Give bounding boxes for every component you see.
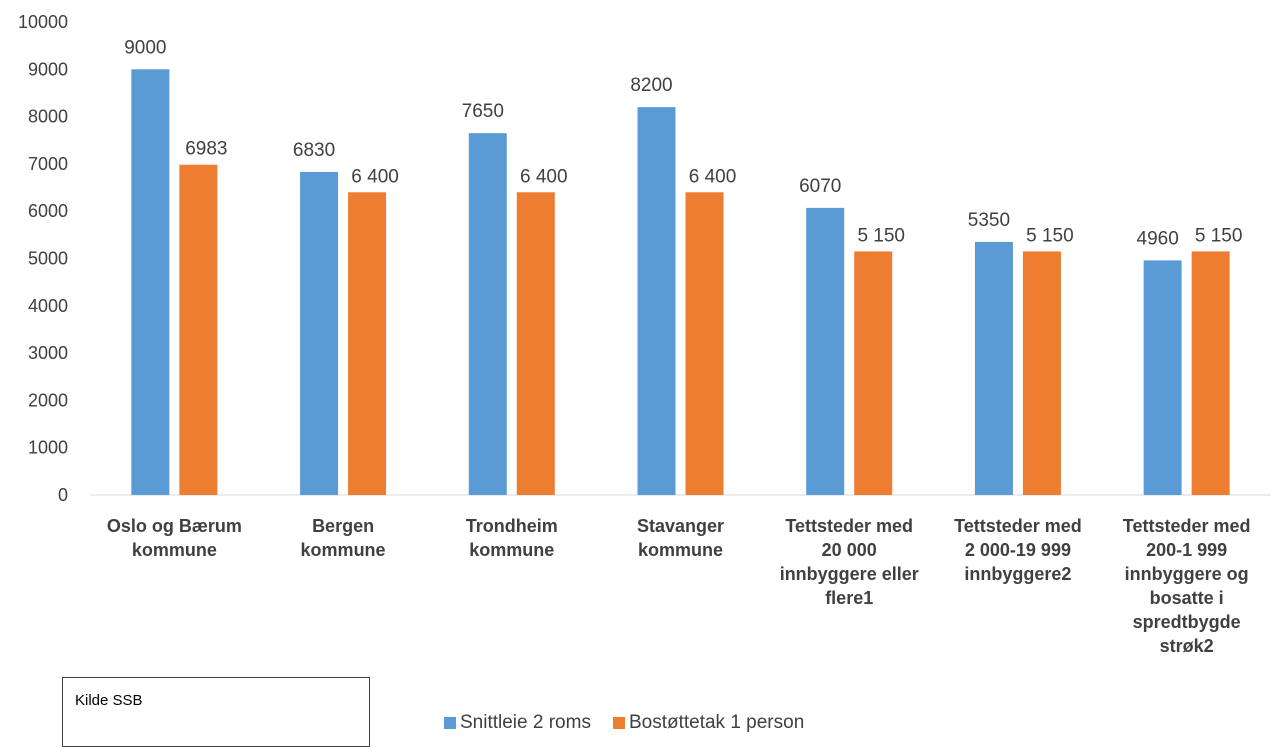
y-tick-label: 0: [58, 485, 68, 505]
y-tick-label: 2000: [28, 390, 68, 410]
data-label-series-1: 5350: [968, 210, 1010, 231]
data-label-series-2: 6 400: [520, 166, 568, 187]
legend-label-series-1: Snittleie 2 roms: [460, 712, 591, 733]
data-labels: 9000 6983 6830 6 400 7650 6 400 8200 6 400 6070 5…: [124, 37, 1242, 249]
data-label-series-1: 6070: [799, 176, 841, 197]
y-tick-label: 8000: [28, 107, 68, 127]
bar-series-2: [854, 251, 893, 495]
legend-swatch-series-1: [444, 717, 456, 729]
bar-series-1: [974, 241, 1013, 495]
legend-item-series-2: Bostøttetak 1 person: [612, 712, 805, 734]
x-tick-label: Bergen kommune: [301, 516, 386, 560]
data-label-series-2: 5 150: [857, 225, 905, 246]
bar-series-2: [685, 192, 724, 495]
legend: Snittleie 2 roms Bostøttetak 1 person: [444, 712, 804, 734]
source-note: Kilde SSB: [75, 692, 143, 709]
data-label-series-1: 8200: [630, 75, 672, 96]
y-tick-label: 10000: [18, 12, 68, 32]
y-tick-label: 4000: [28, 296, 68, 316]
x-tick-label: Tettsteder med 20 000 innbyggere eller fler…: [780, 516, 919, 608]
bar-series-1: [300, 171, 339, 496]
bar-series-2: [516, 192, 555, 495]
bar-series-1: [637, 107, 676, 495]
data-label-series-1: 6830: [293, 140, 335, 161]
y-tick-label: 6000: [28, 201, 68, 221]
data-label-series-2: 5 150: [1195, 225, 1243, 246]
bar-series-1: [1143, 260, 1182, 495]
data-label-series-1: 9000: [124, 37, 166, 58]
bar-series-1: [131, 69, 170, 496]
legend-swatch-series-2: [612, 717, 625, 729]
bar-series-1: [806, 207, 845, 495]
x-tick-label: Oslo og Bærum kommune: [107, 516, 242, 560]
data-label-series-2: 6 400: [689, 166, 737, 187]
y-tick-label: 5000: [28, 249, 68, 269]
bar-series-1: [468, 133, 507, 495]
bar-series-2: [179, 164, 218, 495]
data-label-series-1: 7650: [462, 101, 504, 122]
x-tick-label: Trondheim kommune: [466, 516, 558, 560]
y-tick-label: 1000: [28, 438, 68, 458]
data-label-series-1: 4960: [1137, 228, 1179, 249]
y-tick-label: 7000: [28, 154, 68, 174]
y-tick-label: 9000: [28, 59, 68, 79]
x-axis-category-labels: Oslo og Bærum kommune Bergen kommune Trondhe…: [107, 516, 1251, 656]
source-note-box: Kilde SSB: [62, 677, 370, 747]
y-axis: 0 1000 2000 3000 4000 5000 6000 7000 8000 9000 100…: [18, 12, 68, 505]
bars: [131, 69, 1230, 496]
bar-series-2: [1022, 251, 1061, 495]
bar-series-2: [348, 192, 387, 495]
x-tick-label: Tettsteder med 2 000-19 999 innbyggere2: [954, 516, 1082, 584]
legend-item-series-1: Snittleie 2 roms: [444, 712, 591, 734]
bar-series-2: [1191, 251, 1230, 495]
legend-label-series-2: Bostøttetak 1 person: [628, 712, 805, 733]
data-label-series-2: 6 400: [351, 166, 399, 187]
y-tick-label: 3000: [28, 343, 68, 363]
x-tick-label: Stavanger kommune: [637, 516, 724, 560]
data-label-series-2: 6983: [185, 139, 227, 160]
x-tick-label: Tettsteder med 200-1 999 innbyggere og bosa…: [1123, 516, 1251, 656]
data-label-series-2: 5 150: [1026, 225, 1074, 246]
